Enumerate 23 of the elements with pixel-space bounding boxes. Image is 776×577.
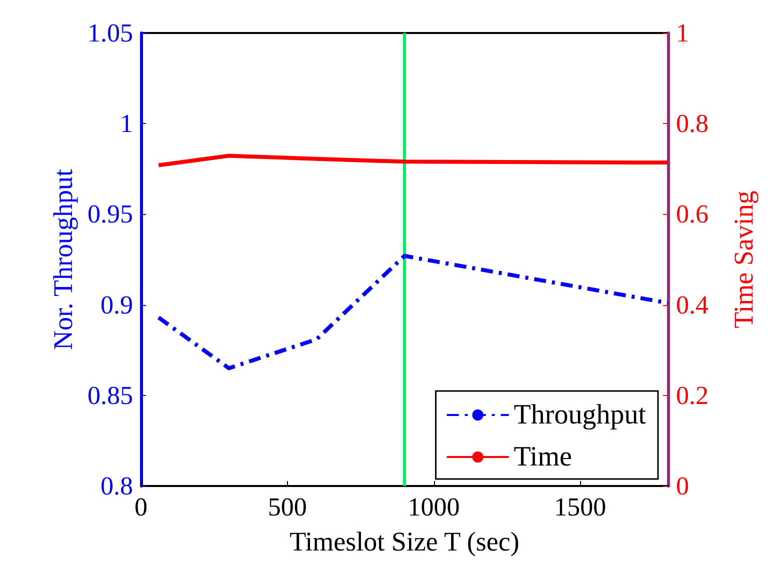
y-tick-label: 0.8 <box>100 472 133 500</box>
y2-tick-label: 0.2 <box>676 380 708 410</box>
y-tick-label: 1 <box>120 109 133 138</box>
y-axis-title: Nor. Throughput <box>48 168 78 350</box>
y-tick-label: 1.05 <box>88 18 133 48</box>
x-tick-label: 1500 <box>554 492 606 522</box>
line-series <box>156 154 670 168</box>
line-series <box>156 254 670 370</box>
x-tick-label: 500 <box>268 492 307 522</box>
x-axis-title: Timeslot Size T (sec) <box>290 526 520 556</box>
y2-tick-label: 0.6 <box>676 200 708 229</box>
y2-tick-label: 0.4 <box>676 290 708 320</box>
x-tick-label: 0 <box>134 492 148 522</box>
y-tick-label: 0.9 <box>100 290 133 320</box>
y2-tick-label: 0.8 <box>676 109 708 138</box>
x-tick-label: 1000 <box>408 492 460 522</box>
y2-tick-label: 1 <box>676 18 689 48</box>
y2-axis-title: Time Saving <box>728 190 758 328</box>
legend-label: Time <box>514 442 572 472</box>
y-tick-label: 0.85 <box>88 380 133 410</box>
y-tick-label: 0.95 <box>88 200 133 229</box>
y2-tick-label: 0 <box>676 472 689 500</box>
legend-label: Throughput <box>514 400 646 430</box>
